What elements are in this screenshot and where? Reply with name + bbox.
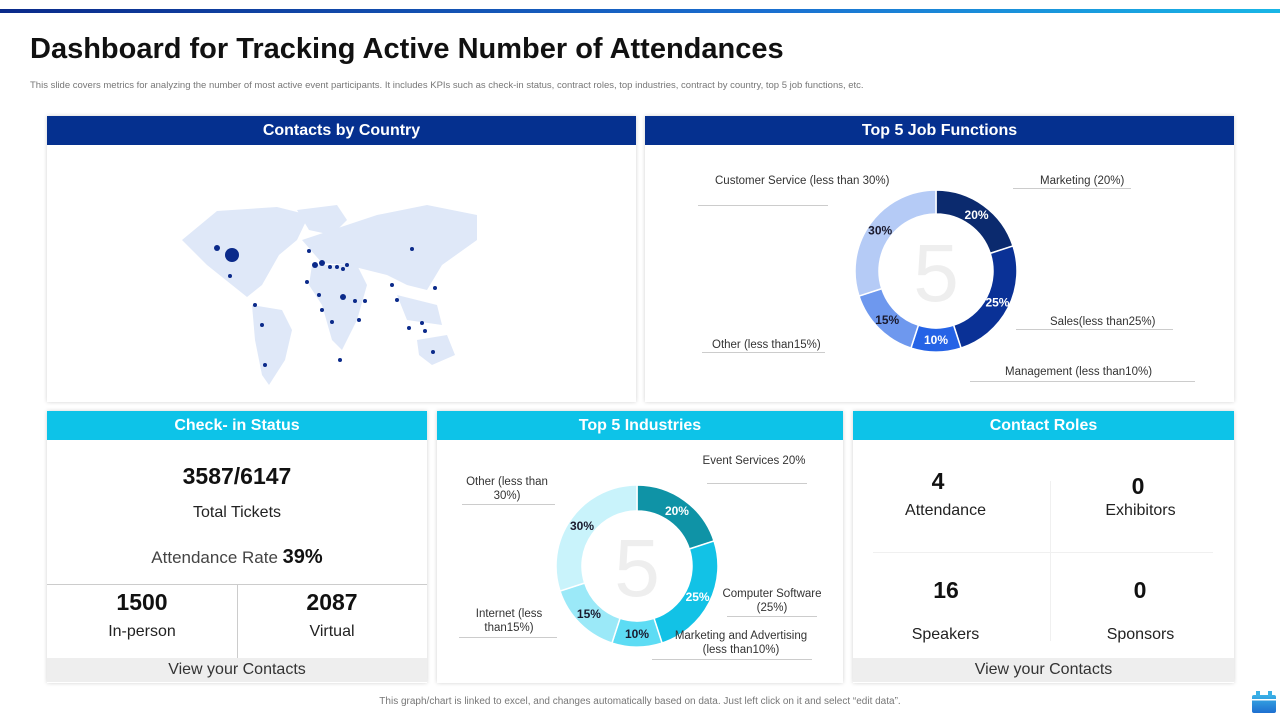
sponsors-label: Sponsors: [1106, 626, 1175, 643]
attendance-rate-label: Attendance Rate: [151, 548, 278, 567]
label-management: Management (less than10%): [1005, 366, 1153, 378]
donut-data-label: 20%: [965, 208, 989, 222]
top-accent-bar: [0, 9, 1280, 13]
attendance-rate-value: 39%: [282, 546, 323, 568]
world-map: [182, 205, 477, 385]
label-other: Other (less than15%): [712, 339, 821, 351]
contact-roles-panel: Contact Roles 4 Attendance 0 Exhibitors …: [853, 411, 1234, 683]
page-subtitle: This slide covers metrics for analyzing …: [30, 80, 864, 91]
donut-center-number: 5: [614, 523, 660, 614]
label-internet: Internet (less than15%): [475, 608, 543, 634]
donut-data-label: 10%: [625, 627, 649, 641]
footer-note: This graph/chart is linked to excel, and…: [379, 696, 901, 707]
attendance-rate: Attendance Rate 39%: [47, 546, 427, 569]
panel-header: Contacts by Country: [47, 116, 636, 145]
virtual-label: Virtual: [309, 623, 355, 640]
donut-center-number: 5: [913, 228, 959, 319]
donut-data-label: 20%: [665, 504, 689, 518]
check-in-status-panel: Check- in Status 3587/6147 Total Tickets…: [47, 411, 427, 683]
exhibitors-label: Exhibitors: [1105, 502, 1176, 519]
donut-data-label: 30%: [570, 519, 594, 533]
exhibitors-value: 0: [1131, 473, 1145, 499]
donut-data-label: 15%: [577, 607, 601, 621]
total-tickets-label: Total Tickets: [192, 504, 282, 521]
label-other: Other (less than 30%): [466, 476, 548, 502]
attendance-value: 4: [931, 468, 945, 494]
panel-header: Top 5 Industries: [437, 411, 843, 440]
label-event-services: Event Services 20%: [702, 455, 806, 467]
view-contacts-link[interactable]: View your Contacts: [47, 658, 427, 682]
contacts-by-country-panel: Contacts by Country: [47, 116, 636, 402]
industries-donut: 20% 25% 10% 15% 30% 5: [555, 484, 719, 648]
donut-data-label: 25%: [686, 590, 710, 604]
donut-data-label: 30%: [868, 223, 892, 237]
donut-segment: [555, 484, 638, 592]
virtual-value: 2087: [306, 589, 358, 615]
label-marketing-advertising: Marketing and Advertising (less than10%): [674, 630, 808, 656]
in-person-label: In-person: [108, 623, 176, 640]
panel-header: Check- in Status: [47, 411, 427, 440]
top-5-job-functions-panel: Top 5 Job Functions 20% 25% 10% 15% 30% 5 Cus…: [645, 116, 1234, 402]
label-marketing: Marketing (20%): [1040, 175, 1125, 187]
top-5-industries-panel: Top 5 Industries 20% 25% 10% 15% 30% 5 Event …: [437, 411, 843, 683]
country-markers: [214, 245, 437, 367]
panel-header: Top 5 Job Functions: [645, 116, 1234, 145]
donut-data-label: 15%: [875, 313, 899, 327]
speakers-value: 16: [933, 577, 959, 603]
calendar-icon: [1252, 691, 1276, 713]
donut-data-label: 10%: [924, 333, 948, 347]
in-person-value: 1500: [116, 589, 168, 615]
page-title: Dashboard for Tracking Active Number of …: [30, 33, 784, 65]
label-customer-service: Customer Service (less than 30%): [715, 175, 890, 187]
label-computer-software: Computer Software (25%): [722, 588, 822, 614]
total-tickets-value: 3587/6147: [182, 463, 292, 489]
donut-data-label: 25%: [985, 295, 1009, 309]
panel-header: Contact Roles: [853, 411, 1234, 440]
attendance-label: Attendance: [905, 502, 986, 519]
speakers-label: Speakers: [911, 626, 980, 643]
sponsors-value: 0: [1133, 577, 1147, 603]
donut-segment: [854, 189, 937, 297]
label-sales: Sales(less than25%): [1050, 316, 1156, 328]
job-functions-donut: 20% 25% 10% 15% 30% 5: [854, 189, 1018, 353]
view-contacts-link[interactable]: View your Contacts: [853, 658, 1234, 682]
